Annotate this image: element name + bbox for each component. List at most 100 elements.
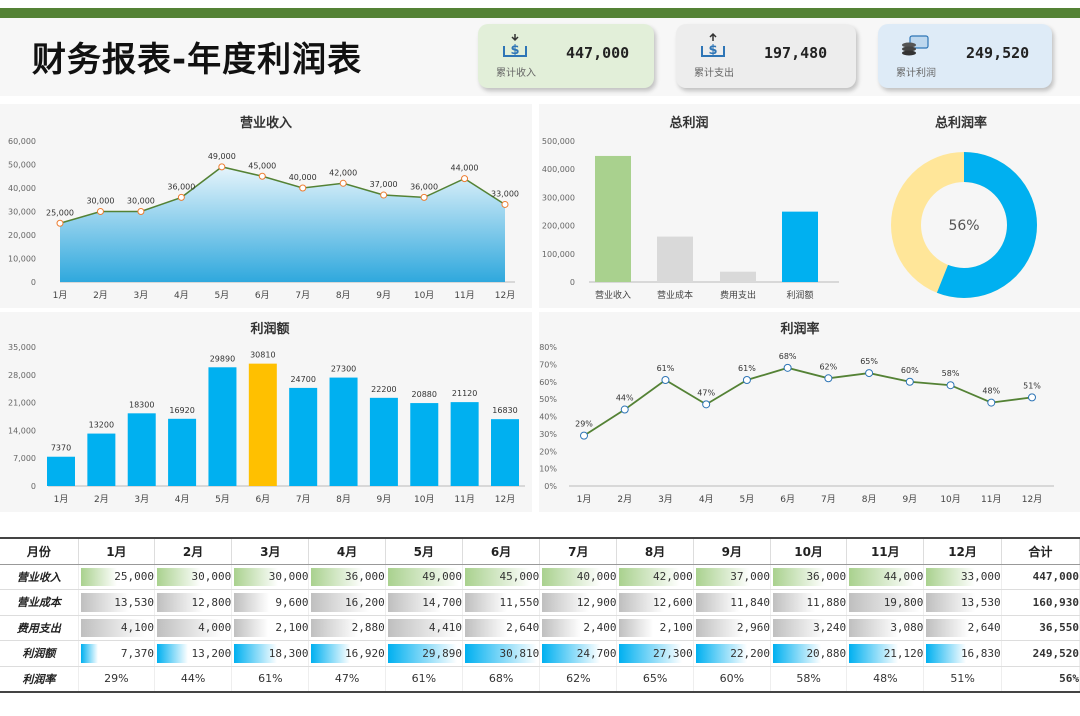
data-bar [926,618,970,637]
y-tick-label: 30,000 [8,208,36,217]
table-cell: 24,700 [539,640,618,667]
table-row: 营业收入 25,000 30,000 30,000 36,000 49,000 45,000… [0,564,1080,590]
chart-title: 利润率 [780,322,820,337]
cell-value: 22,200 [730,646,770,660]
table-header-cell: 10月 [770,537,848,565]
table-row: 费用支出 4,100 4,000 2,100 2,880 4,410 2,640 2,400 2… [0,615,1080,641]
x-tick-label: 12月 [495,494,515,505]
table-header-cell: 9月 [693,537,771,565]
y-tick-label: 0% [544,482,557,491]
table-header-row: 月份 1月 2月 3月 4月 5月 6月 7月 8月 9月 10月 11月 12月 合计 [0,537,1080,565]
x-tick-label: 8月 [336,290,351,301]
data-label: 65% [860,357,878,366]
table-cell: 40,000 [539,564,618,590]
table-cell: 12,900 [539,589,618,616]
table-cell: 4,410 [385,615,463,641]
cell-value: 9,600 [275,595,309,609]
data-bar [619,593,665,612]
data-label: 16830 [492,406,517,415]
x-tick-label: 8月 [862,494,877,505]
table-row: 利润率 29% 44% 61% 47% 61% 68% 62% 65% 60% 58% 48% 51% 5… [0,666,1080,693]
table-cell: 13,530 [923,589,1002,616]
cell-value: 2,640 [967,621,1001,635]
data-bar [80,567,117,586]
row-label: 营业成本 [0,589,79,616]
data-bar [619,618,654,637]
y-tick-label: 0 [570,278,575,287]
data-bar [464,593,507,612]
data-bar [234,593,269,612]
table-header-cell: 4月 [308,537,386,565]
y-tick-label: 60,000 [8,137,36,146]
x-tick-label: 4月 [174,290,189,301]
cell-value: 16,920 [344,646,385,660]
data-label: 7370 [51,444,71,453]
table-cell: 51% [923,666,1002,693]
cell-value: 14,700 [422,595,462,609]
table-header-cell: 12月 [923,537,1002,565]
profit-bar [491,419,519,486]
profit-bar [410,403,439,486]
cell-value: 62% [566,672,591,685]
data-label: 61% [657,364,675,373]
y-tick-label: 80% [539,343,557,352]
kpi-card-income: $ 累计收入 447,000 [478,24,654,88]
panel-revenue: 营业收入 0 10,000 20,000 30,000 40,000 50,000 60,0… [0,104,532,308]
data-bar [926,567,975,586]
cell-value: 49,000 [422,570,462,584]
y-tick-label: 40% [539,413,557,422]
data-label: 61% [738,364,756,373]
row-label: 费用支出 [0,615,79,641]
rate-line [583,366,1033,437]
y-tick-label: 10,000 [8,255,36,264]
revenue-point [380,191,388,199]
revenue-point [299,184,307,192]
table-cell: 11,550 [462,589,541,616]
table-cell: 12,600 [616,589,694,616]
data-label: 62% [819,362,837,371]
rate-point [620,405,629,414]
table-cell: 29,890 [385,640,463,667]
table-cell: 2,100 [231,615,310,641]
data-label: 44,000 [451,164,479,173]
cell-value: 65% [642,672,668,685]
cell-value: 4,000 [198,621,232,635]
cell-value: 30,000 [268,570,309,584]
table-header-cell: 7月 [539,537,618,565]
kpi-label: 累计利润 [896,68,936,79]
row-label: 营业收入 [0,564,79,590]
x-tick-label: 12月 [495,290,515,301]
data-bar [387,567,460,586]
cell-value: 2,960 [736,621,770,635]
revenue-point [96,208,104,215]
table-cell: 47% [308,666,386,693]
table-cell: 4,100 [78,615,155,641]
table-header-cell: 1月 [78,537,155,565]
y-tick-label: 20% [539,447,557,456]
kpi-value: 249,520 [966,44,1030,62]
revenue-point [177,193,185,201]
data-bar [156,567,201,586]
x-tick-label: 10月 [414,290,434,301]
table-header-cell: 11月 [846,537,925,565]
x-tick-label: 12月 [1022,494,1042,505]
revenue-line [59,166,506,224]
table-cell: 45,000 [462,564,541,590]
data-label: 22200 [371,385,396,394]
profit-bar [127,413,156,486]
table-cell: 27,300 [616,640,694,667]
data-bar [387,618,460,637]
rate-point [702,400,711,409]
profit-bar [87,433,116,486]
x-tick-label: 利润额 [786,289,813,301]
table-cell: 61% [231,666,310,693]
data-bar [695,644,748,663]
table-header-cell: 8月 [616,537,694,565]
table-cell: 18,300 [231,640,310,667]
table-cell: 13,200 [154,640,233,667]
data-bar [542,644,600,663]
data-label: 18300 [129,400,154,409]
data-label: 36,000 [167,182,195,191]
data-bar [387,593,441,612]
x-tick-label: 3月 [658,494,673,505]
